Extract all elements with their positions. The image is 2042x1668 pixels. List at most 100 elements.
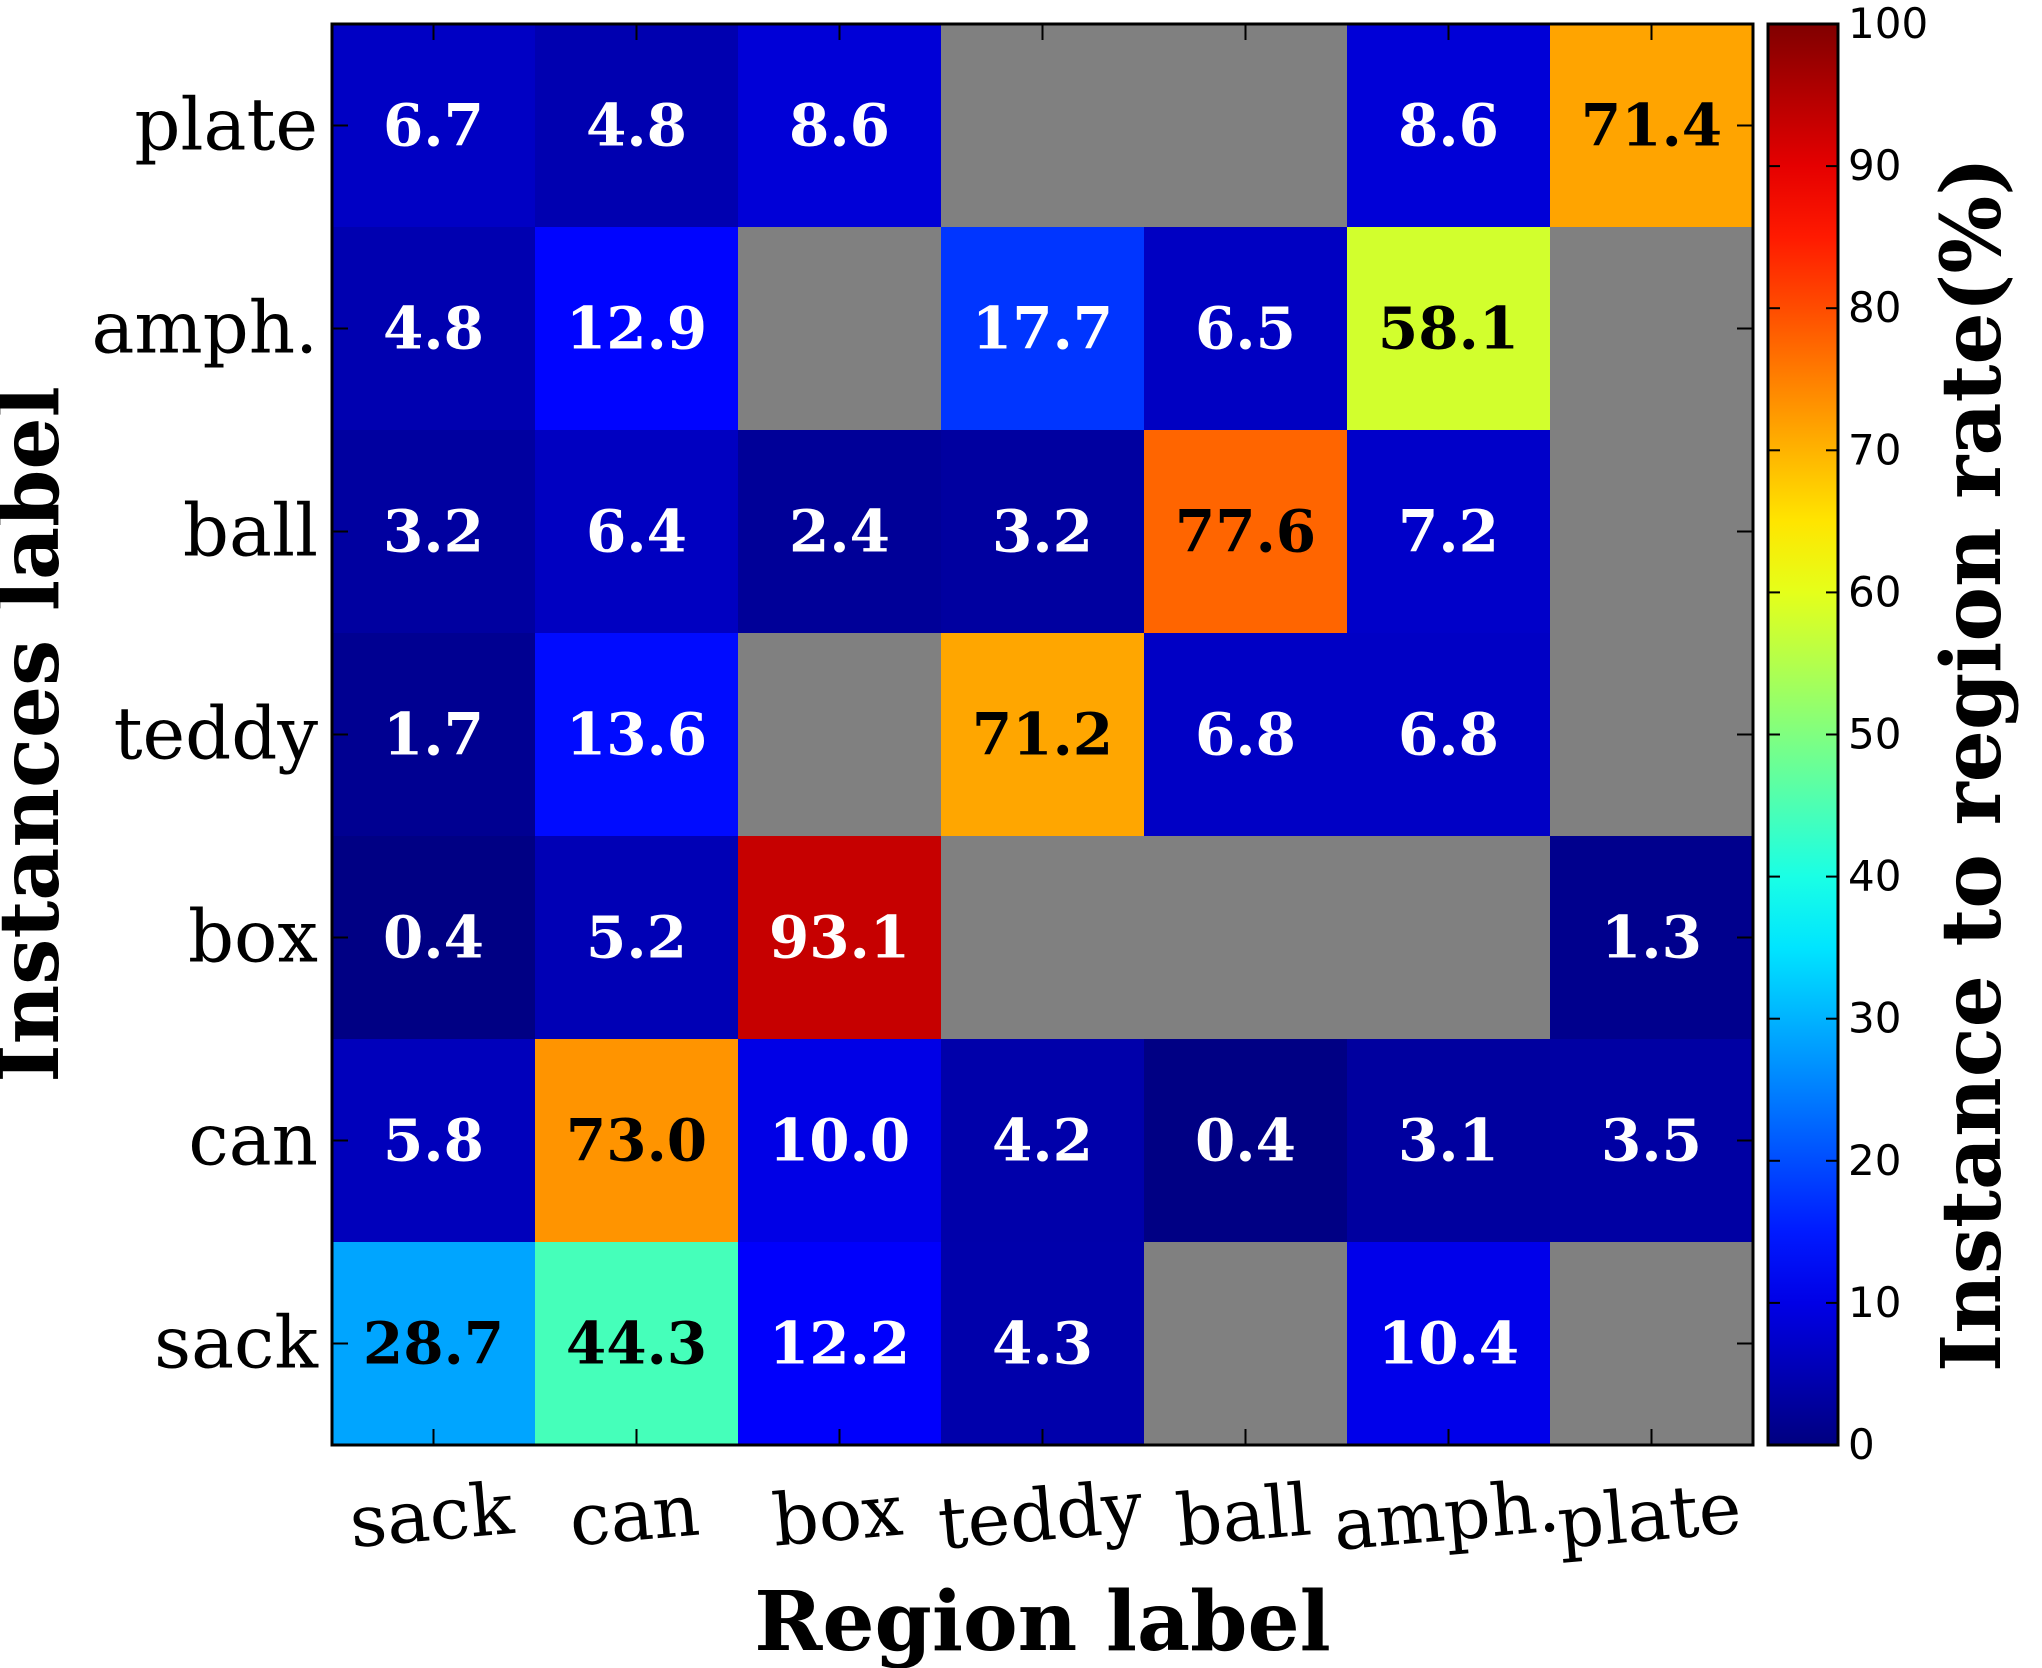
- cell-value-label: 6.8: [1195, 701, 1296, 769]
- heatmap-cell-missing: [1144, 24, 1348, 228]
- heatmap-cell: [535, 24, 739, 228]
- heatmap-cell-labels: 6.7 4.8 8.6 8.6 71.4 4.8 12.9 17.7 6.5 58.1 3.2 6.4…: [363, 92, 1722, 1378]
- heatmap-cell: [1144, 633, 1348, 837]
- heatmap-cell: [332, 633, 536, 837]
- x-tick-label: teddy: [935, 1464, 1146, 1566]
- colorbar-tick-label: 70: [1848, 425, 1901, 474]
- cell-value-label: 6.8: [1398, 701, 1499, 769]
- heatmap-cell: [1144, 430, 1348, 634]
- heatmap-cell: [1347, 227, 1551, 431]
- cell-value-label: 58.1: [1378, 295, 1519, 363]
- cell-value-label: 44.3: [566, 1310, 707, 1378]
- cell-value-label: 71.2: [972, 701, 1113, 769]
- x-tick-label: sack: [346, 1466, 518, 1564]
- cell-value-label: 7.2: [1398, 498, 1499, 566]
- y-tick-label: amph.: [91, 286, 318, 370]
- heatmap-cell: [332, 227, 536, 431]
- cell-value-label: 3.2: [383, 498, 484, 566]
- x-tick-label: plate: [1554, 1465, 1744, 1565]
- heatmap-cell: [535, 430, 739, 634]
- heatmap-cell-missing: [941, 24, 1145, 228]
- cell-value-label: 12.2: [769, 1310, 910, 1378]
- cell-value-label: 1.3: [1601, 904, 1702, 972]
- cell-value-label: 6.5: [1195, 295, 1296, 363]
- heatmap-cell-missing: [1144, 1242, 1348, 1446]
- colorbar-tick-label: 100: [1848, 0, 1928, 48]
- y-tick-label: can: [188, 1098, 318, 1182]
- cell-value-label: 6.7: [383, 92, 484, 160]
- cell-value-label: 28.7: [363, 1310, 504, 1378]
- cell-value-label: 77.6: [1175, 498, 1316, 566]
- colorbar-tick-label: 10: [1848, 1278, 1901, 1327]
- cell-value-label: 73.0: [566, 1107, 707, 1175]
- heatmap-cell: [941, 227, 1145, 431]
- cell-value-label: 0.4: [1195, 1107, 1296, 1175]
- x-tick-label: amph.: [1330, 1463, 1563, 1566]
- y-tick-label: box: [188, 895, 318, 979]
- heatmap-cell: [941, 1242, 1145, 1446]
- heatmap-cell: [738, 836, 942, 1040]
- heatmap-cell: [1144, 1039, 1348, 1243]
- colorbar-tick-label: 30: [1848, 994, 1901, 1043]
- heatmap-cell: [332, 1039, 536, 1243]
- heatmap-cell-missing: [1550, 430, 1754, 634]
- colorbar: 0 10 20 30 40 50 60 70 80 90 100: [1766, 0, 1928, 1469]
- cell-value-label: 93.1: [769, 904, 910, 972]
- colorbar-tick-label: 60: [1848, 567, 1901, 616]
- y-axis-title: Instances label: [0, 386, 78, 1083]
- cell-value-label: 2.4: [789, 498, 890, 566]
- cell-value-label: 4.8: [586, 92, 687, 160]
- y-tick-labels: plate amph. ball teddy box can sack: [91, 83, 319, 1385]
- heatmap-cell-missing: [1144, 836, 1348, 1040]
- heatmap-cell-missing: [1550, 633, 1754, 837]
- x-tick-label: can: [566, 1468, 702, 1563]
- x-tick-labels: sack can box teddy ball amph.plate: [346, 1463, 1744, 1566]
- heatmap-cells: [332, 24, 1754, 1446]
- cell-value-label: 10.4: [1378, 1310, 1519, 1378]
- heatmap-cell: [1347, 430, 1551, 634]
- heatmap-cell: [1347, 1242, 1551, 1446]
- cell-value-label: 4.2: [992, 1107, 1093, 1175]
- colorbar-tick-label: 80: [1848, 283, 1901, 332]
- heatmap-cell: [1144, 227, 1348, 431]
- cell-value-label: 4.3: [992, 1310, 1093, 1378]
- cell-value-label: 17.7: [972, 295, 1113, 363]
- colorbar-tick-label: 20: [1848, 1136, 1901, 1185]
- heatmap-cell-missing: [1550, 227, 1754, 431]
- cell-value-label: 6.4: [586, 498, 687, 566]
- cell-value-label: 8.6: [789, 92, 890, 160]
- cell-value-label: 5.8: [383, 1107, 484, 1175]
- y-tick-label: plate: [134, 83, 318, 167]
- heatmap-cell: [738, 24, 942, 228]
- cell-value-label: 4.8: [383, 295, 484, 363]
- heatmap-cell: [332, 1242, 536, 1446]
- cell-value-label: 3.2: [992, 498, 1093, 566]
- x-axis-title: Region label: [754, 1574, 1331, 1668]
- y-tick-label: teddy: [114, 692, 319, 776]
- heatmap-cell: [941, 633, 1145, 837]
- x-tick-label: box: [769, 1468, 906, 1563]
- colorbar-title: Instance to region rate(%): [1924, 157, 2020, 1372]
- heatmap-cell: [1550, 1039, 1754, 1243]
- heatmap-cell: [1550, 836, 1754, 1040]
- heatmap-cell-missing: [1347, 836, 1551, 1040]
- colorbar-tick-label: 50: [1848, 710, 1901, 759]
- cell-value-label: 1.7: [383, 701, 484, 769]
- heatmap-cell: [332, 836, 536, 1040]
- heatmap-cell: [535, 836, 739, 1040]
- heatmap-cell-missing: [1550, 1242, 1754, 1446]
- y-tick-label: sack: [154, 1301, 319, 1385]
- heatmap-cell: [332, 430, 536, 634]
- cell-value-label: 0.4: [383, 904, 484, 972]
- heatmap-cell: [1347, 1039, 1551, 1243]
- heatmap-cell: [535, 1039, 739, 1243]
- colorbar-tick-label: 40: [1848, 852, 1901, 901]
- cell-value-label: 10.0: [769, 1107, 910, 1175]
- heatmap-cell: [535, 227, 739, 431]
- cell-value-label: 13.6: [566, 701, 707, 769]
- heatmap-cell: [332, 24, 536, 228]
- cell-value-label: 71.4: [1581, 92, 1722, 160]
- cell-value-label: 5.2: [586, 904, 687, 972]
- heatmap-cell-missing: [738, 633, 942, 837]
- heatmap-cell: [738, 1039, 942, 1243]
